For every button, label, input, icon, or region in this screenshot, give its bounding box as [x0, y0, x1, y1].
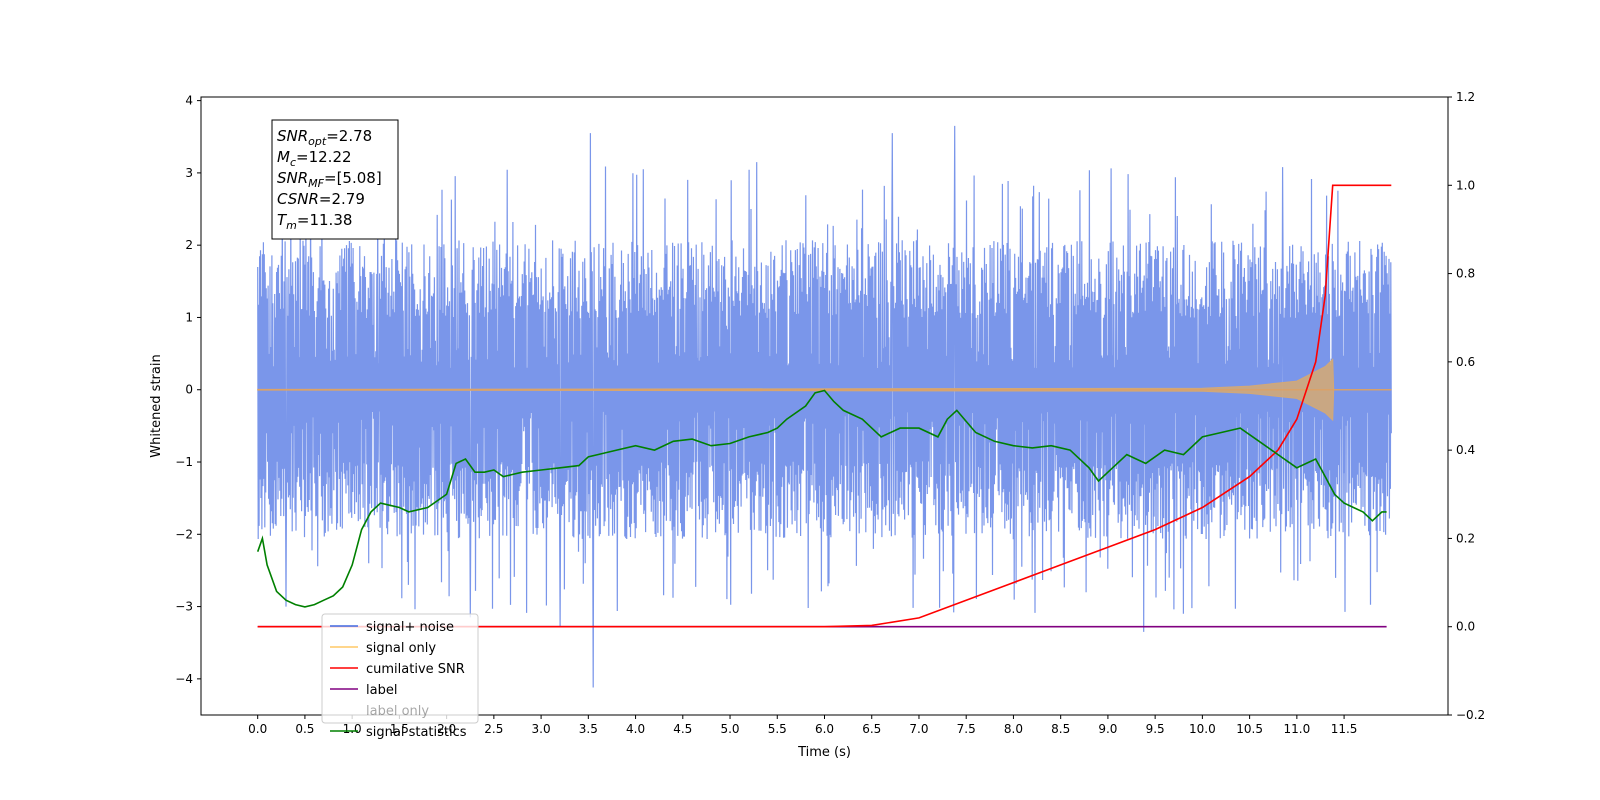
x-tick-label: 5.0: [720, 722, 739, 736]
y-tick-label-left: 3: [185, 166, 193, 180]
legend: signal+ noise signal only cumilative SNR la…: [321, 613, 479, 740]
x-tick-label: 3.0: [532, 722, 551, 736]
x-tick-label: 0.5: [295, 722, 314, 736]
x-axis-label: Time (s): [797, 745, 851, 760]
annotation-line: SNRopt=2.78: [277, 127, 372, 148]
legend-label: signal statistics: [366, 725, 467, 740]
x-tick-label: 8.0: [1004, 722, 1023, 736]
x-tick-label: 5.5: [768, 722, 787, 736]
x-tick-label: 11.0: [1283, 722, 1310, 736]
series-cumulative-snr: [257, 184, 1392, 628]
annotation-line: Mc=12.22: [277, 148, 352, 169]
annotation-line: SNRMF=[5.08]: [277, 169, 382, 190]
x-tick-label: 9.0: [1098, 722, 1117, 736]
series-signal-statistics: [256, 389, 1387, 608]
x-tick-label: 1.5: [390, 722, 409, 736]
annotation-line: CSNR=2.79: [277, 190, 365, 208]
x-tick-label: 1.0: [343, 722, 362, 736]
legend-label: label: [366, 683, 397, 698]
x-tick-label: 3.5: [579, 722, 598, 736]
x-tick-label: 9.5: [1146, 722, 1165, 736]
x-tick-label: 2.5: [484, 722, 503, 736]
y-tick-label-left: 0: [185, 383, 193, 397]
y-tick-label-left: −2: [175, 527, 193, 541]
y-tick-label-right: 0.4: [1456, 443, 1475, 457]
y-tick-label-left: 1: [185, 310, 193, 324]
legend-label: signal+ noise: [366, 620, 454, 635]
y-tick-label-right: 0.0: [1456, 620, 1475, 634]
x-tick-label: 0.0: [248, 722, 267, 736]
x-tick-label: 6.0: [815, 722, 834, 736]
x-tick-label: 7.5: [957, 722, 976, 736]
series-group: [256, 125, 1392, 688]
y-tick-label-left: 2: [185, 238, 193, 252]
x-axis: 0.0 0.5 1.0 1.5 2.0 2.5 3.0 3.5 4.0 4.5 5.0 5.5 6.0 6…: [248, 715, 1357, 736]
legend-label: signal only: [366, 641, 436, 656]
legend-label: label only: [366, 704, 429, 719]
y-tick-label-right: 0.2: [1456, 531, 1475, 545]
x-tick-label: 7.0: [909, 722, 928, 736]
y-tick-label-left: −4: [175, 672, 193, 686]
legend-frame: [321, 613, 479, 724]
legend-label: cumilative SNR: [366, 662, 465, 677]
annotation-box: SNRopt=2.78Mc=12.22SNRMF=[5.08]CSNR=2.79…: [271, 119, 399, 240]
x-tick-label: 11.5: [1331, 722, 1358, 736]
x-tick-label: 2.0: [437, 722, 456, 736]
x-tick-label: 10.5: [1236, 722, 1263, 736]
x-tick-label: 10.0: [1189, 722, 1216, 736]
y-tick-label-right: 1.2: [1456, 90, 1475, 104]
x-tick-label: 4.5: [673, 722, 692, 736]
y-axis-right: 1.2 1.0 0.8 0.6 0.4 0.2 0.0 −0.2: [1448, 90, 1485, 722]
y-tick-label-left: 4: [185, 94, 193, 108]
x-tick-label: 6.5: [862, 722, 881, 736]
y-tick-label-right: 1.0: [1456, 178, 1475, 192]
annotation-frame: [271, 119, 399, 240]
y-tick-label-right: 0.8: [1456, 267, 1475, 281]
y-axis-label: Whitened strain: [149, 354, 164, 457]
annotation-line: Tm=11.38: [277, 211, 352, 232]
plot-area: [256, 125, 1392, 688]
y-tick-label-left: −3: [175, 600, 193, 614]
y-tick-label-right: −0.2: [1456, 708, 1485, 722]
x-tick-label: 4.0: [626, 722, 645, 736]
y-tick-label-right: 0.6: [1456, 355, 1475, 369]
y-tick-label-left: −1: [175, 455, 193, 469]
series-signal-noise: [257, 125, 1392, 688]
x-tick-label: 8.5: [1051, 722, 1070, 736]
y-axis-left: 4 3 2 1 0 −1 −2 −3 −4: [175, 94, 201, 686]
